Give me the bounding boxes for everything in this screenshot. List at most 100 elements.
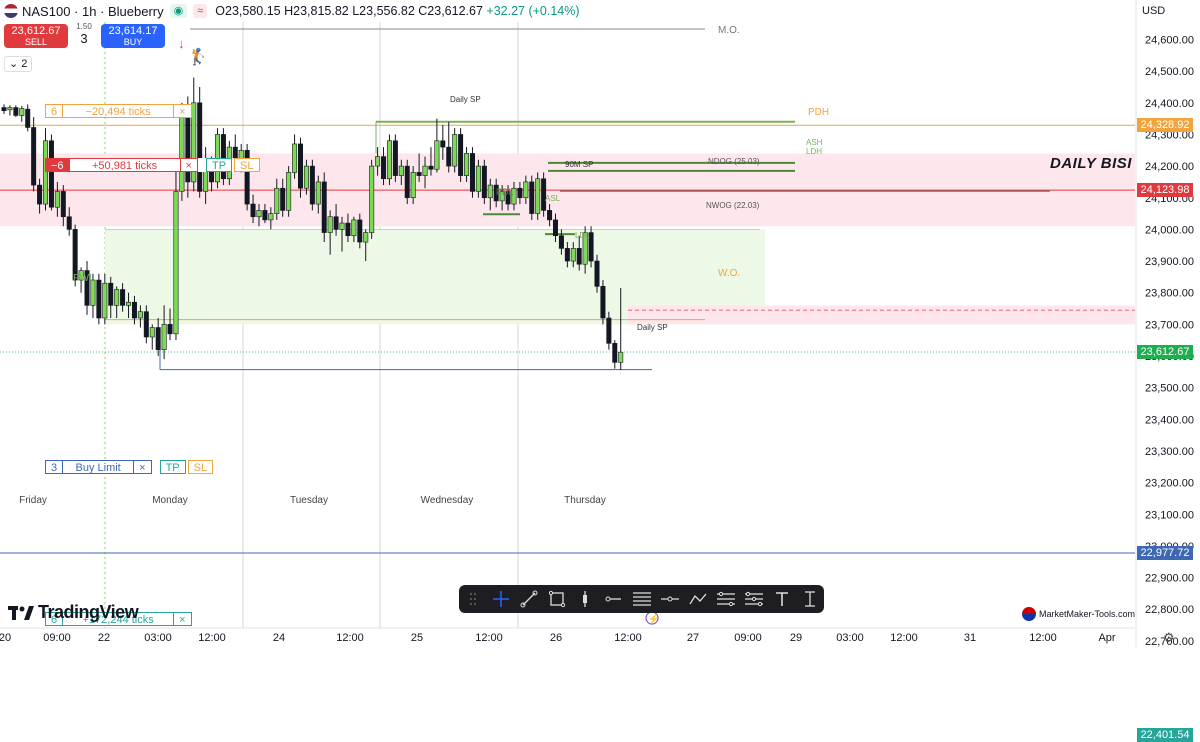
order-tag-3[interactable]: 3 Buy Limit × TP SL — [45, 460, 214, 474]
order-tag-2-ticks: +50,981 ticks — [69, 158, 181, 172]
day-name-label: Tuesday — [290, 495, 328, 506]
candle — [280, 178, 286, 217]
candle — [143, 305, 149, 344]
parallel-channel-icon[interactable] — [712, 588, 740, 610]
price-axis-tag[interactable]: 24,328.92 — [1137, 118, 1193, 133]
candle — [25, 104, 31, 132]
order-tag-1-close-icon[interactable]: × — [174, 104, 192, 118]
candle-body — [493, 184, 499, 202]
candle-body — [48, 140, 54, 208]
candle-body — [297, 143, 303, 189]
candle — [381, 147, 387, 186]
candle — [220, 128, 226, 186]
buy-button[interactable]: 23,614.17 BUY — [101, 24, 165, 48]
ohlc-close: C23,612.67 — [418, 4, 483, 18]
order-tag-3-sl-button[interactable]: SL — [187, 460, 214, 474]
path-icon[interactable] — [684, 588, 712, 610]
price-axis-tag[interactable]: 24,123.98 — [1137, 183, 1193, 198]
candle-body — [381, 156, 387, 180]
long-position-icon[interactable] — [571, 588, 599, 610]
order-tag-3-tp-button[interactable]: TP — [159, 460, 186, 474]
candle-body — [570, 248, 576, 262]
candle-body — [392, 140, 398, 176]
candle-body — [440, 140, 446, 148]
candle-body — [143, 311, 149, 338]
ohlc-change: +32.27 (+0.14%) — [486, 4, 580, 18]
order-tag-2-sl-button[interactable]: SL — [234, 158, 260, 172]
candle-body — [333, 216, 339, 230]
horizontal-line-icon[interactable] — [656, 588, 684, 610]
candle-body — [552, 219, 558, 237]
candle — [452, 128, 458, 173]
candle — [78, 267, 84, 293]
spread-quantity[interactable]: 1.50 3 — [68, 22, 100, 46]
price-axis-tag[interactable]: 23,612.67 — [1137, 344, 1193, 359]
approx-icon[interactable]: ≈ — [193, 4, 208, 18]
candle — [594, 254, 600, 293]
eye-icon[interactable]: ◉ — [169, 4, 188, 18]
candle — [529, 175, 535, 220]
candle-body — [345, 222, 351, 237]
candle-body — [321, 181, 327, 233]
crosshair-icon[interactable] — [487, 588, 515, 610]
candle-body — [458, 134, 464, 176]
marketmaker-branding: MarketMaker-Tools.com — [1022, 607, 1135, 621]
candle-body — [606, 317, 612, 344]
candle-body — [280, 187, 286, 211]
order-quantity[interactable]: 3 — [80, 31, 88, 46]
candle-body — [588, 232, 594, 262]
pdl-label: PDL — [496, 187, 514, 197]
pdh-label: PDH — [808, 107, 829, 118]
symbol-title[interactable]: NAS100 · 1h · Blueberry — [22, 3, 164, 19]
price-tick-label: 24,600.00 — [1145, 35, 1194, 47]
sell-button[interactable]: 23,612.67 SELL — [4, 24, 68, 48]
order-tag-4-close-icon[interactable]: × — [174, 612, 192, 626]
order-tag-2-tp-button[interactable]: TP — [205, 158, 233, 172]
time-tick-label: 03:00 — [836, 632, 864, 644]
horizontal-ray-icon[interactable] — [599, 588, 627, 610]
currency-label[interactable]: USD — [1142, 5, 1166, 17]
candle-body — [416, 172, 422, 176]
drag-handle-icon[interactable] — [459, 588, 487, 610]
candle — [315, 175, 321, 214]
order-tag-3-type: Buy Limit — [63, 460, 135, 474]
candle-body — [422, 165, 428, 176]
symbol-header[interactable]: NAS100 · 1h · Blueberry ◉ ≈ O23,580.15 H… — [0, 0, 580, 22]
order-tag-2-close-icon[interactable]: × — [180, 158, 198, 172]
candle-body — [191, 102, 197, 183]
price-range-icon[interactable] — [796, 588, 824, 610]
fib-retracement-icon[interactable] — [627, 588, 655, 610]
candle-body — [7, 107, 13, 111]
candle — [149, 324, 155, 350]
trend-line-icon[interactable] — [515, 588, 543, 610]
pitchfork-icon[interactable] — [740, 588, 768, 610]
indicators-collapse-button[interactable]: ⌄ 2 — [4, 56, 33, 72]
asl-label: ASL — [545, 194, 561, 203]
candle — [1, 104, 7, 114]
candle — [66, 207, 72, 236]
drawing-toolbar[interactable] — [459, 585, 824, 613]
text-icon[interactable] — [768, 588, 796, 610]
candle — [120, 283, 126, 312]
order-tag-2[interactable]: −6 +50,981 ticks × TP SL — [45, 158, 260, 172]
candle — [458, 128, 464, 182]
candle-body — [149, 327, 155, 338]
candle — [469, 147, 475, 198]
candle — [244, 143, 250, 211]
candle-body — [78, 270, 84, 281]
price-axis-tag[interactable]: 22,401.54 — [1137, 728, 1193, 742]
candle-body — [244, 149, 250, 205]
time-tick-label: Apr — [1098, 632, 1115, 644]
sell-price: 23,612.67 — [11, 25, 61, 37]
candle-body — [1, 107, 7, 112]
order-tag-1[interactable]: 6 −20,494 ticks × — [45, 104, 192, 118]
price-axis-tag[interactable]: 22,977.72 — [1137, 545, 1193, 560]
candle-body — [469, 153, 475, 192]
candle — [137, 305, 143, 328]
order-tag-4[interactable]: 6 +172,244 ticks × — [45, 612, 192, 626]
order-tag-3-close-icon[interactable]: × — [134, 460, 152, 474]
candle — [416, 153, 422, 182]
candle-body — [303, 165, 309, 189]
rectangle-icon[interactable] — [543, 588, 571, 610]
